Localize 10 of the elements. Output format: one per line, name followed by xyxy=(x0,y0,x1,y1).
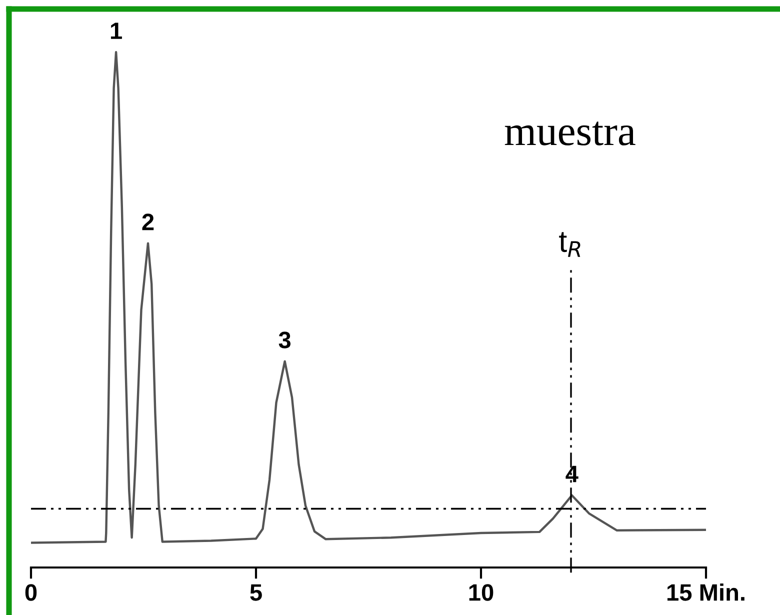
annotation: 4 xyxy=(566,466,578,482)
annotation: muestra xyxy=(504,122,636,146)
annotation: 1 xyxy=(110,22,122,39)
ref-line-label: t$_{R}$ xyxy=(559,232,580,257)
x-tick-label: 15 Min. xyxy=(667,583,744,601)
x-tick-label: 0 xyxy=(25,584,37,601)
annotation: 2 xyxy=(142,214,154,230)
annotation: 3 xyxy=(278,332,291,348)
x-tick-label: 5 xyxy=(250,584,262,601)
x-tick-label: 10 xyxy=(469,584,494,601)
